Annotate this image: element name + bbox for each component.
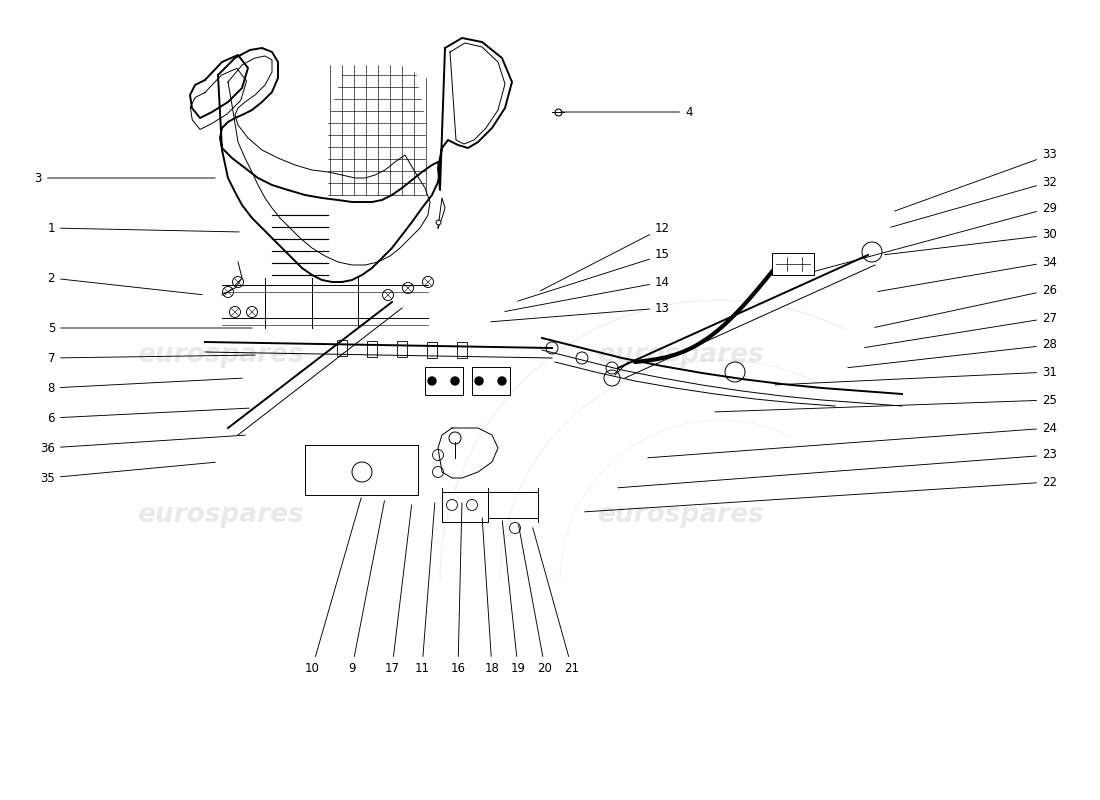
Text: 34: 34 [878, 255, 1057, 291]
Text: 10: 10 [305, 498, 361, 675]
Text: 11: 11 [415, 502, 434, 675]
Text: 22: 22 [585, 475, 1057, 512]
Text: 1: 1 [47, 222, 239, 234]
Text: 23: 23 [618, 449, 1057, 488]
Text: 4: 4 [561, 106, 693, 118]
Bar [367, 341, 377, 357]
Text: 3: 3 [34, 171, 216, 185]
Text: 18: 18 [482, 518, 499, 675]
Text: eurospares: eurospares [596, 342, 763, 368]
Text: 6: 6 [47, 408, 250, 425]
Text: 31: 31 [774, 366, 1057, 385]
Text: 15: 15 [518, 249, 670, 301]
Text: 16: 16 [451, 502, 465, 675]
Text: 35: 35 [41, 462, 216, 485]
Bar [337, 340, 346, 356]
Text: 27: 27 [865, 311, 1057, 347]
Text: eurospares: eurospares [136, 502, 304, 528]
Text: eurospares: eurospares [136, 342, 304, 368]
Text: 19: 19 [503, 521, 526, 675]
Text: 9: 9 [349, 501, 385, 675]
Text: 29: 29 [815, 202, 1057, 271]
Bar [425, 367, 463, 395]
Text: 5: 5 [47, 322, 252, 334]
Text: eurospares: eurospares [596, 502, 763, 528]
Bar [772, 253, 814, 275]
Text: 7: 7 [47, 351, 255, 365]
Bar [397, 341, 407, 357]
Text: 17: 17 [385, 505, 411, 675]
Circle shape [428, 377, 436, 385]
Text: 26: 26 [874, 283, 1057, 327]
Text: 25: 25 [715, 394, 1057, 412]
Text: 20: 20 [518, 525, 552, 675]
Text: 36: 36 [40, 435, 245, 454]
Bar [472, 367, 510, 395]
Text: 24: 24 [648, 422, 1057, 458]
Text: 32: 32 [891, 175, 1057, 227]
Text: 30: 30 [884, 229, 1057, 254]
Text: 33: 33 [894, 149, 1057, 211]
Text: 14: 14 [505, 275, 670, 311]
Bar [427, 342, 437, 358]
Text: 8: 8 [47, 378, 242, 394]
Text: 28: 28 [848, 338, 1057, 368]
Circle shape [451, 377, 459, 385]
Circle shape [475, 377, 483, 385]
Text: 2: 2 [47, 271, 202, 294]
Text: 13: 13 [491, 302, 670, 322]
Text: 21: 21 [532, 528, 580, 675]
Circle shape [498, 377, 506, 385]
Text: 12: 12 [540, 222, 670, 290]
Bar [456, 342, 468, 358]
